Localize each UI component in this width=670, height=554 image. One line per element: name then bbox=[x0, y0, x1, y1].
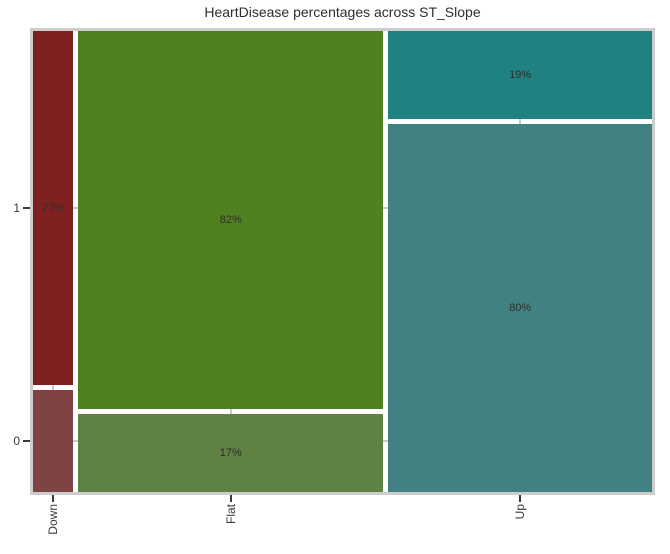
x-tick-mark bbox=[52, 495, 55, 502]
y-tick-label: 1 bbox=[13, 201, 20, 216]
y-tick-mark bbox=[23, 440, 30, 443]
mosaic-segment-Down-0 bbox=[33, 390, 74, 492]
segment-percentage-label: 77% bbox=[42, 202, 65, 215]
segment-percentage-label: 82% bbox=[219, 213, 242, 226]
chart-title: HeartDisease percentages across ST_Slope bbox=[204, 4, 481, 20]
x-tick-mark bbox=[229, 495, 232, 502]
segment-percentage-label: 80% bbox=[509, 301, 532, 314]
x-tick-mark bbox=[519, 495, 522, 502]
mosaic-segment-Flat-1: 82% bbox=[78, 31, 384, 409]
mosaic-segment-Flat-0: 17% bbox=[78, 413, 384, 492]
segment-percentage-label: 17% bbox=[219, 446, 242, 459]
plot-area: 77% 82% 17% 19% 80% bbox=[30, 28, 655, 495]
mosaic-segment-Down-1: 77% bbox=[33, 31, 74, 386]
x-tick-label-Up: Up bbox=[513, 504, 528, 520]
y-tick-mark bbox=[23, 207, 30, 210]
segment-percentage-label: 19% bbox=[509, 69, 532, 81]
mosaic-segment-Up-1: 19% bbox=[388, 31, 652, 119]
y-tick-label: 0 bbox=[13, 434, 20, 449]
mosaic-segment-Up-0: 80% bbox=[388, 124, 652, 492]
x-tick-label-Flat: Flat bbox=[223, 504, 238, 525]
x-tick-label-Down: Down bbox=[46, 504, 61, 535]
